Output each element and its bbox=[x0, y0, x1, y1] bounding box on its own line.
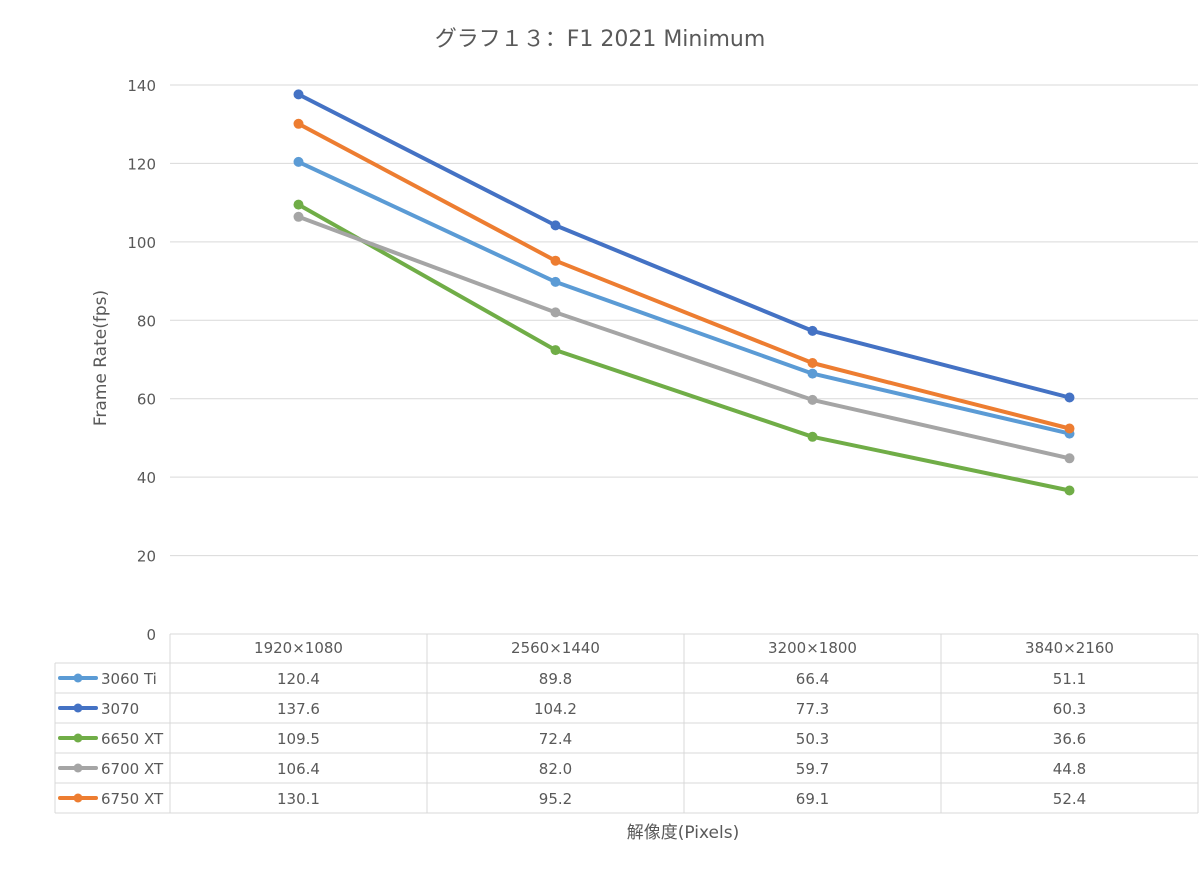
data-point bbox=[293, 89, 304, 100]
data-label: 104.2 bbox=[534, 700, 577, 718]
data-point bbox=[1064, 423, 1075, 434]
x-axis-label: 解像度(Pixels) bbox=[627, 823, 739, 843]
y-tick-label: 40 bbox=[137, 469, 156, 487]
data-point bbox=[1064, 485, 1075, 496]
data-point bbox=[550, 307, 561, 318]
data-label: 95.2 bbox=[539, 790, 572, 808]
x-category-label: 1920×1080 bbox=[254, 639, 343, 657]
data-label: 120.4 bbox=[277, 670, 320, 688]
series-3060-ti bbox=[293, 156, 1075, 439]
data-label: 50.3 bbox=[796, 730, 829, 748]
y-tick-label: 100 bbox=[127, 234, 156, 252]
legend-key-marker bbox=[73, 793, 83, 803]
data-label: 130.1 bbox=[277, 790, 320, 808]
y-tick-label: 0 bbox=[146, 626, 156, 644]
data-point bbox=[807, 431, 818, 442]
data-point bbox=[293, 118, 304, 129]
data-label: 59.7 bbox=[796, 760, 829, 778]
data-label: 77.3 bbox=[796, 700, 829, 718]
series-6700-xt bbox=[293, 211, 1075, 464]
data-point bbox=[550, 345, 561, 356]
y-tick-label: 20 bbox=[137, 548, 156, 566]
data-label: 72.4 bbox=[539, 730, 572, 748]
data-point bbox=[807, 368, 818, 379]
series-line bbox=[296, 121, 1072, 431]
legend-key-marker bbox=[73, 763, 83, 773]
data-point bbox=[293, 199, 304, 210]
data-table: 1920×1080 2560×1440 3200×1800 3840×2160 3060… bbox=[54, 633, 1199, 814]
chart-title: グラフ１３：F1 2021 Minimum bbox=[435, 27, 766, 52]
x-category-label: 3200×1800 bbox=[768, 639, 857, 657]
legend-key-marker bbox=[73, 703, 83, 713]
gridlines bbox=[170, 84, 1198, 557]
data-point bbox=[1064, 453, 1075, 464]
data-point bbox=[807, 358, 818, 368]
legend-series-name: 6650 XT bbox=[101, 730, 164, 748]
y-tick-label: 80 bbox=[137, 312, 156, 330]
legend-series-name: 3060 Ti bbox=[101, 670, 157, 688]
data-point bbox=[807, 325, 818, 336]
series-3070 bbox=[293, 89, 1075, 403]
data-label: 109.5 bbox=[277, 730, 320, 748]
series-line bbox=[296, 202, 1072, 493]
data-label: 60.3 bbox=[1053, 700, 1086, 718]
legend-key-marker bbox=[73, 733, 83, 743]
data-label: 137.6 bbox=[277, 700, 320, 718]
legend-series-name: 6700 XT bbox=[101, 760, 164, 778]
legend-series-name: 3070 bbox=[101, 700, 139, 718]
data-point bbox=[550, 276, 561, 287]
legend-series-name: 6750 XT bbox=[101, 790, 164, 808]
data-label: 51.1 bbox=[1053, 670, 1086, 688]
y-tick-label: 120 bbox=[127, 155, 156, 173]
data-label: 89.8 bbox=[539, 670, 572, 688]
data-label: 69.1 bbox=[796, 790, 829, 808]
data-label: 52.4 bbox=[1053, 790, 1086, 808]
legend-key-marker bbox=[73, 673, 83, 683]
series-line bbox=[296, 92, 1072, 400]
series-6650-xt bbox=[293, 199, 1075, 496]
data-label: 44.8 bbox=[1053, 760, 1086, 778]
series-line bbox=[296, 214, 1072, 461]
data-point bbox=[293, 211, 304, 222]
data-point bbox=[550, 255, 561, 266]
data-label: 36.6 bbox=[1053, 730, 1086, 748]
y-axis-label: Frame Rate(fps) bbox=[91, 290, 111, 426]
data-point bbox=[293, 156, 304, 167]
y-tick-label: 60 bbox=[137, 391, 156, 409]
series-layer bbox=[293, 89, 1075, 496]
y-axis-ticks: 0 20 40 60 80 100 120 140 bbox=[127, 77, 156, 644]
data-point bbox=[550, 220, 561, 231]
data-label: 82.0 bbox=[539, 760, 572, 778]
series-line bbox=[296, 159, 1072, 436]
data-point bbox=[1064, 392, 1075, 403]
data-label: 106.4 bbox=[277, 760, 320, 778]
data-point bbox=[807, 394, 818, 405]
y-tick-label: 140 bbox=[127, 77, 156, 95]
x-category-label: 3840×2160 bbox=[1025, 639, 1114, 657]
series-6750-xt bbox=[293, 118, 1075, 434]
x-category-label: 2560×1440 bbox=[511, 639, 600, 657]
data-label: 66.4 bbox=[796, 670, 829, 688]
